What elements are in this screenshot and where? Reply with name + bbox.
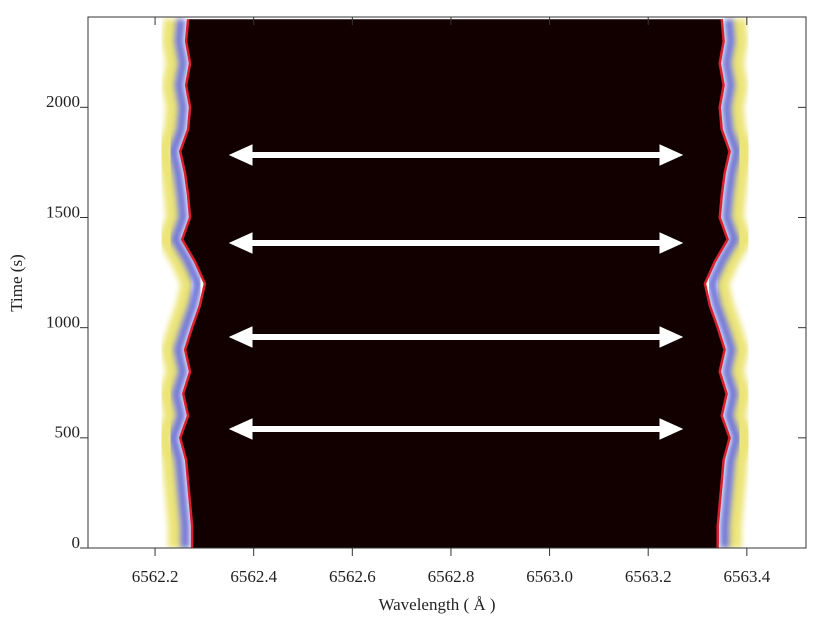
plot-frame	[87, 16, 807, 549]
x-tick-label: 6563.4	[723, 567, 770, 586]
line-core	[180, 19, 730, 548]
x-tick-label: 6563.0	[526, 567, 573, 586]
x-tick-label: 6562.8	[428, 567, 475, 586]
edge-line	[703, 19, 731, 548]
y-tick-label: 1500	[46, 202, 80, 221]
y-tick-label: 0	[72, 533, 81, 552]
halo-yellow	[712, 18, 754, 548]
halo-blue	[707, 18, 742, 548]
edge-line	[178, 19, 207, 548]
x-axis-label: Wavelength ( Å )	[378, 595, 495, 614]
arrows	[228, 144, 684, 440]
x-tick-label: 6562.6	[329, 567, 376, 586]
y-tick-label: 2000	[46, 92, 80, 111]
y-tick-label: 1000	[46, 313, 80, 332]
plot-area	[155, 18, 754, 548]
halo-yellow	[155, 18, 198, 548]
y-tick-label: 500	[55, 423, 81, 442]
halo-blue	[168, 18, 203, 548]
y-axis-label: Time (s)	[7, 254, 26, 311]
x-tick-label: 6562.2	[132, 567, 179, 586]
x-tick-label: 6562.4	[230, 567, 277, 586]
x-tick-label: 6563.2	[625, 567, 672, 586]
